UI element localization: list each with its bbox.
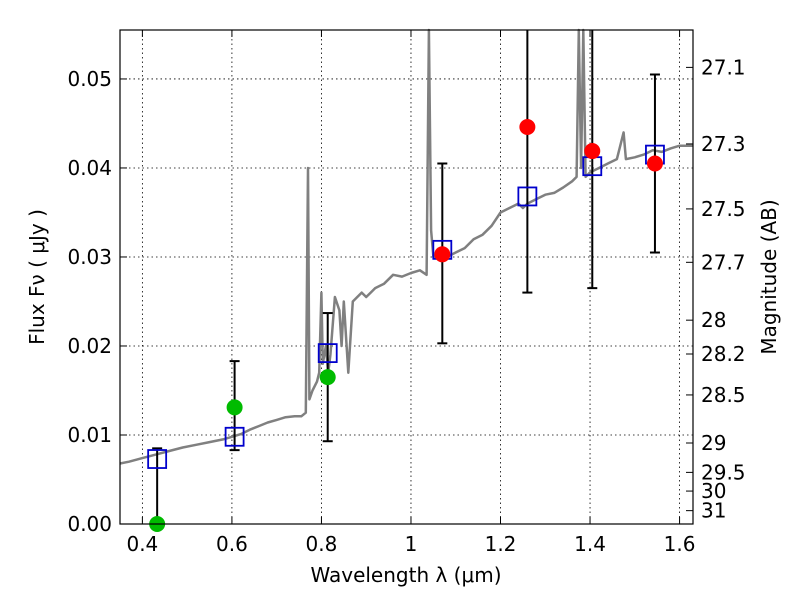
gridlines [120, 30, 693, 525]
template-spectrum-line [119, 28, 693, 465]
y2-tick-label: 29 [701, 431, 726, 455]
y2-tick-label: 27.5 [701, 197, 746, 221]
y-tick-label: 0.02 [67, 334, 112, 358]
y2-tick-label: 27.1 [701, 55, 746, 79]
x-tick-label: 0.6 [216, 532, 248, 556]
y-tick-label: 0.00 [67, 512, 112, 536]
y2-axis-label: Magnitude (AB) [757, 199, 781, 354]
x-tick-label: 1.2 [485, 532, 517, 556]
y2-tick-label: 27.3 [701, 132, 746, 156]
plot-frame [119, 29, 694, 525]
axis-ticks [120, 30, 693, 525]
model-marker [224, 426, 245, 447]
y2-tick-label: 30 [701, 479, 726, 503]
x-tick-labels: 0.4 0.6 0.8 1 1.2 1.4 1.6 [126, 532, 695, 556]
x-tick-label: 0.8 [306, 532, 338, 556]
y2-tick-label: 28.5 [701, 383, 746, 407]
y2-tick-label: 29.5 [701, 460, 746, 484]
observed-photometry-markers [149, 119, 663, 532]
model-marker [517, 186, 538, 207]
y-axis-label: Flux Fν ( μJy ) [25, 209, 49, 345]
x-axis-label: Wavelength λ (μm) [310, 563, 501, 587]
observed-marker [434, 246, 451, 263]
y-tick-label: 0.01 [67, 423, 112, 447]
y2-tick-label: 28 [701, 308, 726, 332]
y-tick-labels: 0.00 0.01 0.02 0.03 0.04 0.05 [67, 67, 112, 536]
y2-tick-label: 27.7 [701, 250, 746, 274]
y-tick-label: 0.04 [67, 156, 112, 180]
model-marker [147, 449, 168, 469]
model-marker [317, 343, 338, 364]
y2-tick-label: 28.2 [701, 342, 746, 366]
x-tick-label: 1 [405, 532, 418, 556]
observed-marker [226, 399, 243, 416]
x-tick-label: 1.6 [664, 532, 696, 556]
y2-tick-label: 31 [701, 499, 726, 523]
template-spectrum [119, 28, 693, 465]
x-tick-label: 1.4 [574, 532, 606, 556]
y-tick-label: 0.05 [67, 67, 112, 91]
observed-marker [519, 119, 536, 136]
observed-marker [646, 155, 663, 172]
y-tick-label: 0.03 [67, 245, 112, 269]
observed-marker [584, 143, 601, 160]
model-photometry-markers [147, 144, 665, 469]
x-tick-label: 0.4 [126, 532, 158, 556]
observed-marker [319, 369, 336, 386]
